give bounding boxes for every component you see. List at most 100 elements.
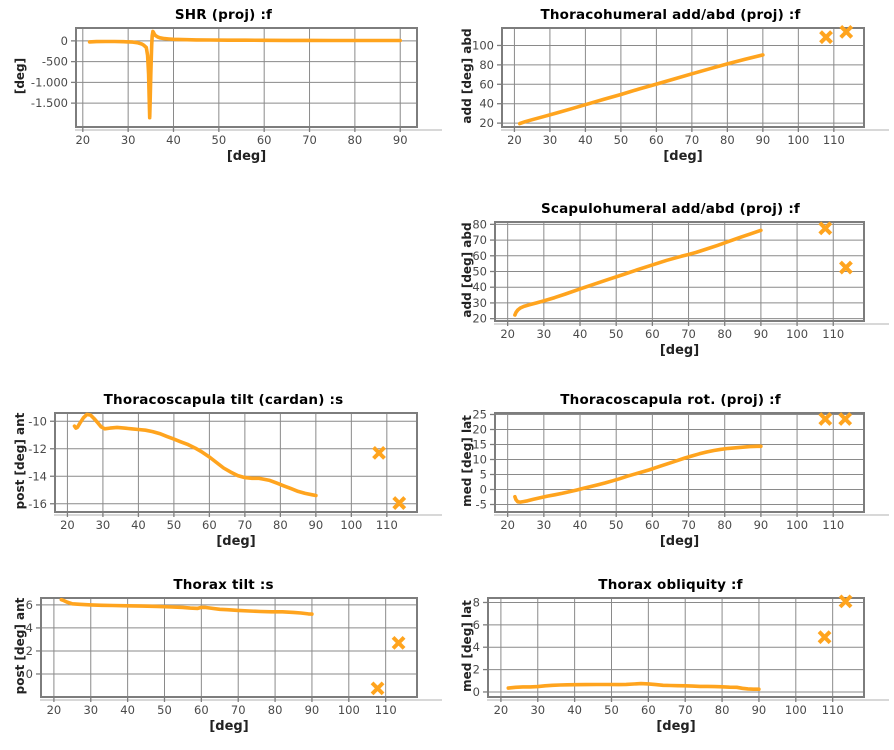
x-tick-label: 110 (822, 518, 844, 532)
x-tick-label: 50 (167, 518, 182, 532)
x-tick-label: 100 (786, 327, 808, 341)
x-axis-label: [deg] (226, 149, 267, 164)
y-tick-label: 20 (479, 116, 494, 130)
plot-border (494, 221, 865, 322)
x-tick-label: 20 (75, 133, 90, 147)
chart-cell-shr-proj: SHR (proj) :f [deg] [deg] 20 30 40 50 60 70 80… (0, 0, 447, 194)
cross-marker (392, 496, 407, 510)
chart-cell-thoracohumeral-addabd: Thoracohumeral add/abd (proj) :f add [de… (447, 0, 894, 194)
x-tick-label: 80 (348, 133, 363, 147)
y-tick-label: 100 (472, 38, 494, 52)
x-tick-label: 60 (645, 327, 660, 341)
series-line (517, 53, 765, 126)
x-tick-label: 80 (273, 518, 288, 532)
plot-border (494, 412, 865, 513)
y-tick-label: 60 (472, 249, 487, 263)
x-tick-label: 70 (238, 518, 253, 532)
x-axis-label: [deg] (659, 534, 700, 549)
series-line (87, 29, 403, 120)
x-tick-label: 100 (340, 518, 362, 532)
y-tick-label: 30 (472, 296, 487, 310)
cross-marker (838, 594, 853, 609)
y-tick-label: -500 (42, 55, 68, 69)
x-tick-label: 20 (494, 703, 509, 717)
x-axis-label: [deg] (659, 343, 700, 358)
plot-area: 20 30 40 50 60 70 80 90 0 -500 -1.000 -1.500 (31, 27, 442, 147)
chart-cell-scapulohumeral-addabd: Scapulohumeral add/abd (proj) :f add [de… (447, 194, 894, 385)
x-tick-label: 100 (338, 703, 360, 717)
x-tick-label: 30 (530, 703, 545, 717)
y-tick-label: -14 (28, 469, 47, 483)
x-tick-label: 50 (212, 133, 227, 147)
x-tick-label: 50 (614, 133, 629, 147)
series-line (72, 412, 318, 498)
y-tick-label: 0 (61, 34, 68, 48)
y-tick-label: 4 (473, 640, 480, 654)
y-tick-label: -1.500 (31, 96, 68, 110)
x-tick-label: 50 (157, 703, 172, 717)
y-tick-label: 60 (479, 77, 494, 91)
series-line (59, 597, 314, 616)
plot-border (75, 27, 418, 128)
y-tick-label: -12 (28, 442, 47, 456)
chart-title: Scapulohumeral add/abd (proj) :f (541, 201, 800, 217)
x-tick-label: 90 (752, 703, 767, 717)
plot-area: 20 30 40 50 60 70 80 90 100 110 0 2 4 6 8 (473, 594, 889, 717)
y-tick-label: 2 (26, 644, 33, 658)
chart-title: Thoracohumeral add/abd (proj) :f (540, 7, 801, 23)
x-tick-label: 100 (785, 703, 807, 717)
plot-border (40, 597, 418, 698)
y-tick-label: 80 (479, 58, 494, 72)
x-tick-label: 90 (756, 133, 771, 147)
x-tick-label: 20 (47, 703, 62, 717)
cross-marker (838, 260, 853, 275)
x-tick-label: 30 (121, 133, 136, 147)
x-axis-label: [deg] (209, 719, 249, 734)
x-tick-label: 40 (573, 327, 588, 341)
x-tick-label: 30 (543, 133, 558, 147)
cross-marker (370, 681, 385, 696)
empty-cell (0, 194, 447, 385)
x-tick-label: 110 (376, 518, 398, 532)
x-tick-label: 60 (645, 518, 660, 532)
y-tick-label: 6 (473, 618, 480, 632)
x-tick-label: 90 (393, 133, 408, 147)
series-line (506, 681, 761, 691)
chart-cell-thorax-tilt: Thorax tilt :s post [deg] ant [deg] 20 30… (0, 570, 447, 750)
y-tick-label: 20 (472, 312, 487, 326)
x-tick-label: 40 (578, 133, 593, 147)
x-tick-label: 20 (500, 327, 515, 341)
y-tick-label: 2 (473, 663, 480, 677)
y-tick-label: 8 (473, 595, 480, 609)
cross-marker (838, 412, 853, 426)
x-tick-label: 60 (641, 703, 656, 717)
x-tick-label: 110 (375, 703, 397, 717)
x-tick-label: 60 (257, 133, 272, 147)
x-tick-label: 60 (194, 703, 209, 717)
x-tick-label: 90 (754, 327, 769, 341)
cross-marker (819, 30, 833, 45)
x-tick-label: 90 (305, 703, 320, 717)
x-tick-label: 40 (166, 133, 181, 147)
x-tick-label: 70 (681, 518, 696, 532)
chart-cell-thorax-obliquity: Thorax obliquity :f med [deg] lat [deg] … (447, 570, 894, 750)
x-axis-label: [deg] (656, 719, 696, 734)
series-line (513, 228, 763, 317)
y-tick-label: 20 (472, 423, 487, 437)
x-tick-label: 80 (715, 703, 730, 717)
x-tick-label: 20 (500, 518, 515, 532)
x-axis-label: [deg] (216, 534, 256, 549)
x-tick-label: 40 (567, 703, 582, 717)
plot-border (487, 597, 865, 698)
cross-marker (818, 221, 833, 236)
y-tick-label: 15 (472, 438, 487, 452)
x-tick-label: 70 (681, 327, 696, 341)
y-tick-label: 0 (473, 685, 480, 699)
x-tick-label: 110 (822, 327, 844, 341)
y-tick-label: 0 (480, 483, 487, 497)
x-tick-label: 90 (754, 518, 769, 532)
x-tick-label: 70 (231, 703, 246, 717)
cross-marker (391, 635, 406, 650)
